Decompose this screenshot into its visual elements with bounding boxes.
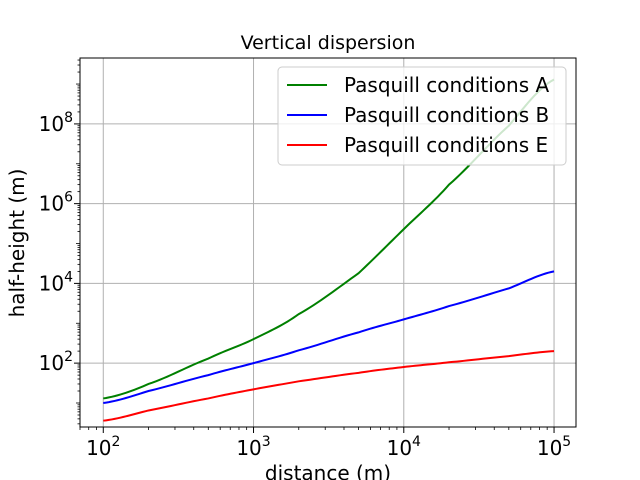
x-tick-label: 103 — [236, 434, 270, 460]
series-line-2 — [103, 270, 555, 404]
x-tick-label: 104 — [387, 434, 421, 460]
x-tick-label: 105 — [537, 434, 571, 460]
y-tick-label: 108 — [39, 110, 73, 136]
axes: 102 103 104 105 102 104 106 108 — [39, 59, 571, 460]
legend-label-2: Pasquill conditions B — [344, 103, 549, 127]
plot-frame — [79, 57, 577, 428]
x-axis-label: distance (m) — [265, 461, 391, 480]
legend: Pasquill conditions A Pasquill conditions… — [277, 66, 567, 166]
legend-label-3: Pasquill conditions E — [344, 133, 548, 157]
y-tick-label: 106 — [39, 190, 73, 216]
x-tick-label: 102 — [86, 434, 120, 460]
y-tick-label: 102 — [39, 349, 73, 375]
y-axis-label: half-height (m) — [5, 169, 29, 318]
legend-box — [277, 66, 567, 166]
legend-label-1: Pasquill conditions A — [344, 73, 549, 97]
series-line-3 — [103, 350, 555, 422]
chart-title: Vertical dispersion — [241, 32, 416, 54]
y-tick-label: 104 — [39, 269, 73, 295]
